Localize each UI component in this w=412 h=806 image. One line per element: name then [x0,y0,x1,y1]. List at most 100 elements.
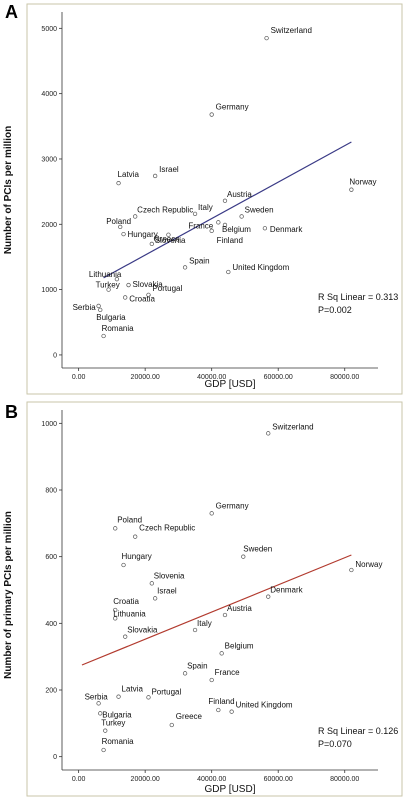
panel-a-point-label-finland: Finland [217,236,243,245]
panel-a-plot-area: 0 1000 2000 3000 4000 5000 0.00 20000.00 40000.0… [41,12,378,381]
panel-a-point-belgium [222,222,228,228]
panel-a-point-slovakia [126,282,131,288]
panel-a-point-label-france: France [188,221,213,230]
panel-a-point-greece [166,232,171,237]
panel-a-point-poland [118,224,123,230]
panel-a-point-label-italy: Italy [198,203,213,212]
panel-a-point-spain [182,265,188,270]
panel-a-point-label-switzerland: Switzerland [271,26,312,35]
panel-b-point-turkey [103,728,108,733]
panel-b-point-label-portugal: Portugal [151,687,181,696]
panel-b-point-label-norway: Norway [355,560,382,569]
panel-b-point-label-germany: Germany [216,501,249,510]
panel-a-point-label-serbia: Serbia [73,303,97,312]
panel-a-point-france [216,220,221,225]
panel-b-point-label-switzerland: Switzerland [272,422,313,431]
panel-b-r2-label: R Sq Linear = 0.126 [318,726,398,736]
panel-a-point-turkey [106,287,111,292]
panel-a-letter: A [5,2,18,22]
panel-b-point-bulgaria [98,711,103,716]
panel-a-point-label-hungary: Hungary [128,230,158,239]
panel-b-x-tick-label: 0.00 [72,776,86,783]
panel-a-point-lithuania [114,277,120,282]
panel-a-point-sweden [239,214,244,219]
panel-a-point-latvia [116,180,121,186]
panel-a-point-label-norway: Norway [349,178,376,187]
panel-a-x-tick-label: 0.00 [72,374,86,381]
panel-b-x-tick-label: 80000.00 [330,776,359,783]
panel-b-x-tick-label: 60000.00 [264,776,293,783]
panel-b-point-germany [209,511,214,516]
panel-b-point-label-austria: Austria [227,604,252,613]
panel-b-point-switzerland [266,431,271,436]
panel-b-y-tick-label: 1000 [41,421,57,428]
panel-b-point-label-latvia: Latvia [122,685,144,694]
panel-b-point-norway [349,567,354,573]
panel-a-point-label-poland: Poland [106,217,131,226]
panel-a-point-serbia [96,303,101,309]
panel-b-y-tick-label: 200 [45,688,57,695]
panel-b-point-label-greece: Greece [176,712,203,721]
panel-b-point-label-poland: Poland [117,515,142,524]
panel-a-point-switzerland [264,35,269,41]
panel-b-point-finland [216,707,221,713]
panel-b-point-belgium [219,651,224,656]
panel-b-point-label-united-kingdom: United Kingdom [236,701,293,710]
panel-a-point-croatia [123,295,128,300]
panel-b-point-label-croatia: Croatia [113,597,139,606]
panel-b-point-label-hungary: Hungary [122,552,152,561]
panel-b-fit-line [81,554,352,666]
panel-a-frame [26,3,403,395]
panel-b-point-croatia [113,607,118,613]
panel-a-x-tick-label: 40000.00 [197,374,226,381]
panel-a-point-label-germany: Germany [216,103,249,112]
panel-b-y-tick-label: 600 [45,554,57,561]
panel-a-point-label-austria: Austria [227,190,252,199]
panel-b-point-serbia [96,701,101,706]
panel-a-y-tick-label: 0 [53,352,57,359]
panel-a-point-label-spain: Spain [189,256,209,265]
panel-b-point-austria [222,612,228,618]
panel-b-point-israel [152,596,158,601]
panel-b-y-tick-label: 0 [53,754,57,761]
panel-b-point-latvia [116,694,121,699]
panel-b-point-label-spain: Spain [187,661,207,670]
panel-a-y-tick-label: 1000 [41,287,57,294]
panel-b-plot-area: 0 200 400 600 800 1000 0.00 20000.00 40000.00 600… [41,410,383,783]
panel-a-point-label-croatia: Croatia [129,294,155,303]
panel-a-point-label-israel: Israel [159,165,179,174]
panel-a-y-tick-label: 2000 [41,222,57,229]
panel-b-point-denmark [266,594,271,599]
panel-b-point-label-lithuania: Lithuania [113,609,146,618]
panel-a-y-tick-label: 3000 [41,156,57,163]
panel-b-point-label-slovenia: Slovenia [154,571,185,580]
panel-b-x-tick-label: 40000.00 [197,776,226,783]
panel-a-p-label: P=0.002 [318,305,352,315]
panel-b-point-label-france: France [215,668,240,677]
panel-b-frame [26,401,403,797]
panel-b-point-label-serbia: Serbia [85,692,109,701]
panel-b-point-united-kingdom [229,709,234,714]
panel-a-point-label-lithuania: Lithuania [89,270,122,279]
panel-a-point-label-turkey: Turkey [96,281,120,290]
panel-a-point-romania [101,333,106,339]
panel-b: B GDP [USD] Number of primary PCIs per m… [3,401,403,797]
panel-b-point-label-czech-republic: Czech Republic [139,524,195,533]
panel-a-point-label-romania: Romania [102,324,135,333]
panel-a-point-label-denmark: Denmark [270,225,303,234]
panel-b-point-hungary [121,562,126,568]
panel-b-point-label-turkey: Turkey [101,719,125,728]
panel-b-point-lithuania [113,616,118,621]
panel-a-point-label-belgium: Belgium [222,225,251,234]
panel-b-point-slovakia [123,634,128,639]
panel-b-point-czech-republic [133,534,138,539]
panel-a-point-austria [222,198,228,203]
panel-a-point-label-portugal: Portugal [152,284,182,293]
panel-a-point-czech-republic [133,214,138,219]
panel-a-point-hungary [121,231,126,237]
panel-b-letter: B [5,402,18,422]
panel-b-point-label-slovakia: Slovakia [127,626,158,635]
panel-a-point-denmark [262,226,268,231]
panel-b-point-portugal [146,695,151,700]
panel-a-point-bulgaria [98,307,103,313]
